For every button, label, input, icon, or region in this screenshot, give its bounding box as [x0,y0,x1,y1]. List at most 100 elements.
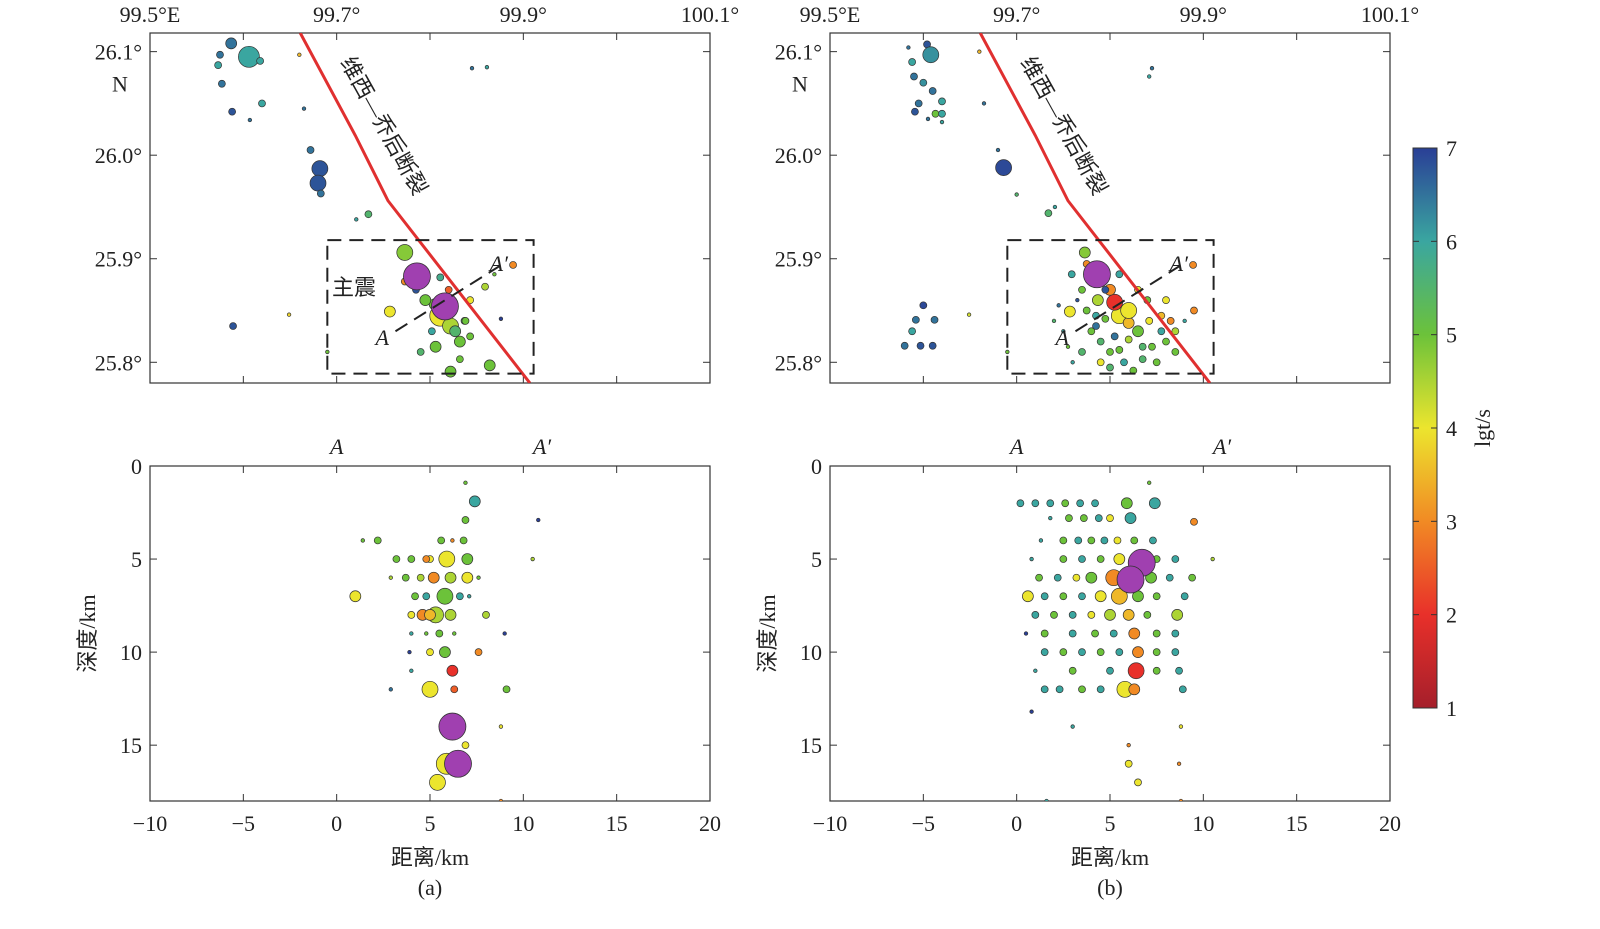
earthquake-point [930,315,939,324]
earthquake-point [1171,348,1180,356]
lat-tick-label: 25.8° [775,350,822,375]
earthquake-point [1180,592,1189,601]
earthquake-point [536,517,541,523]
earthquake-point [1100,536,1109,545]
earthquake-point [1157,327,1166,336]
earthquake-point [411,592,419,601]
earthquake-point [306,146,315,154]
colorbar-tick-label: 2 [1446,603,1457,628]
earthquake-point [1132,646,1144,658]
earthquake-point [1091,629,1099,638]
depth-tick-label: 0 [811,454,822,479]
earthquake-point [461,741,470,750]
profile-end-label: A′ [1168,251,1189,276]
earthquake-point [1056,303,1061,308]
earthquake-point [1044,209,1053,218]
earthquake-point [1124,335,1133,344]
depth-tick-label: 10 [120,640,142,665]
earthquake-point [1122,609,1135,621]
earthquake-point [498,724,504,729]
earthquake-point [484,65,490,70]
earthquake-point [384,305,396,318]
earthquake-point [461,317,470,325]
earthquake-point [1068,666,1077,675]
earthquake-point [1188,573,1196,582]
earthquake-point [1005,349,1010,355]
earthquake-point [919,301,928,310]
distance-tick-label: −5 [912,811,935,836]
earthquake-point [301,106,307,111]
earthquake-point [1055,685,1064,694]
earthquake-point [452,631,457,636]
earthquake-point [388,575,393,580]
earthquake-point [1171,327,1180,336]
earthquake-point [422,592,431,601]
earthquake-point [919,78,928,87]
mainshock-point [403,262,431,291]
earthquake-point [911,107,919,116]
earthquake-point [916,341,925,350]
profile-start-label: A [328,434,344,459]
earthquake-point [1149,66,1155,71]
earthquake-point [354,217,359,222]
earthquake-point [498,316,504,321]
earthquake-point [1065,344,1071,349]
lon-tick-label: 100.1° [681,2,739,27]
earthquake-point [1134,778,1142,787]
earthquake-point [1113,553,1126,565]
earthquake-point [1033,668,1038,673]
earthquake-point [360,538,365,543]
colorbar-tick-label: 7 [1446,136,1457,161]
earthquake-point [1065,514,1073,522]
earthquake-point [1078,592,1086,601]
map-panel-a: 99.5°E 99.7° 99.9° 100.1° 26.1° 26.0° 25.9° 25.… [95,2,739,384]
earthquake-point [392,555,401,563]
earthquake-point [1138,342,1147,351]
earthquake-point [1152,648,1161,656]
earthquake-point [1059,555,1068,563]
earthquake-point [908,58,916,66]
distance-tick-label: 0 [1011,811,1022,836]
earthquake-point [502,631,507,636]
earthquake-point [461,516,470,524]
earthquake-point [1143,611,1152,619]
earthquake-point [466,332,474,341]
lon-tick-label: 99.5°E [120,2,181,27]
earthquake-point [309,174,327,192]
earthquake-point [1165,573,1174,582]
earthquake-point [476,575,481,580]
earthquake-point [1050,611,1058,619]
earthquake-point [1031,499,1040,508]
earthquake-point [1061,499,1070,508]
earthquake-point [1067,270,1076,279]
distance-tick-label: −10 [133,811,167,836]
earthquake-point [1068,629,1077,638]
earthquake-point [1124,759,1133,768]
earthquake-point [1031,611,1040,619]
earthquake-point [1078,246,1091,259]
mainshock-point [1116,565,1145,594]
earthquake-point [364,210,373,219]
earthquake-point [463,480,468,485]
earthquake-point [228,107,236,116]
earthquake-point [1068,611,1077,619]
colorbar-label: lgt/s [1470,409,1495,447]
earthquake-point [1078,648,1086,656]
earthquake-point [1096,337,1105,346]
earthquake-point [449,325,462,338]
earthquake-point [444,285,453,294]
earthquake-point [1120,358,1128,367]
earthquake-point [928,341,937,350]
earthquake-point [1082,306,1091,315]
earthquake-point [1148,342,1156,351]
earthquake-point [1022,590,1034,603]
earthquake-point [481,282,489,291]
earthquake-point [1016,499,1025,508]
fault-line [298,33,532,383]
earthquake-point [416,348,425,356]
earthquake-point [1120,302,1138,319]
lat-tick-label: 26.1° [95,40,142,65]
earthquake-point [1175,666,1183,675]
earthquake-point [914,99,923,108]
earthquake-point [492,272,497,277]
